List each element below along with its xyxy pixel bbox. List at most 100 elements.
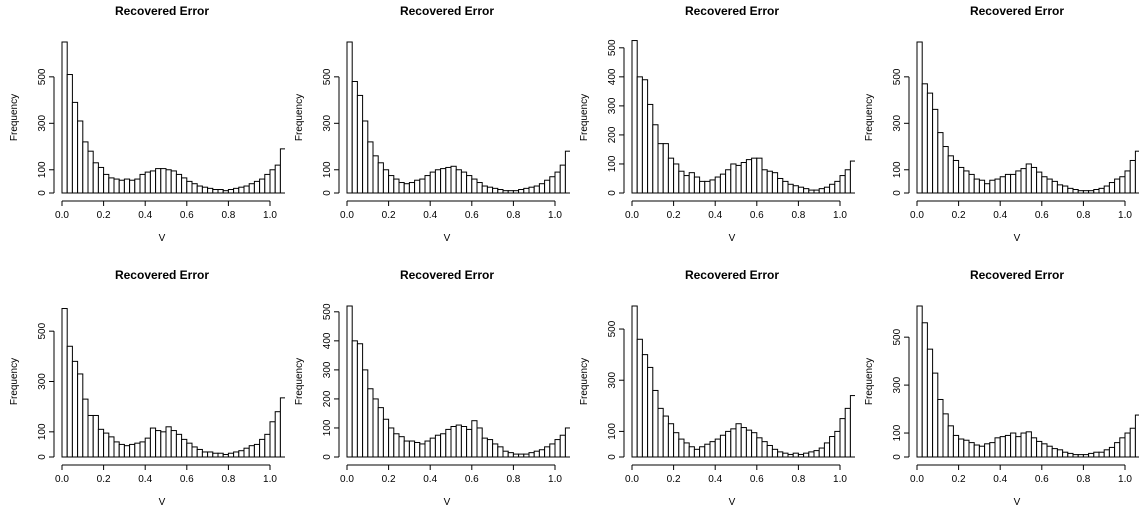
x-tick-label: 0.0 <box>55 210 69 221</box>
histogram-bar <box>201 186 209 194</box>
histogram-bar <box>544 446 551 458</box>
x-tick-label: 1.0 <box>1118 210 1132 221</box>
histogram-bar <box>362 120 369 194</box>
histogram-bar <box>1088 190 1095 194</box>
x-tick-label: 0.2 <box>382 210 396 221</box>
histogram-bar <box>735 423 742 458</box>
y-tick-label: 200 <box>322 390 333 407</box>
histogram-bar <box>170 170 177 194</box>
histogram-bar <box>761 441 768 458</box>
histogram-svg: Recovered Error 0.0 0.2 0.4 0.6 0.8 1.0 V 0 100 30… <box>294 4 570 244</box>
y-tick-label: 0 <box>37 454 48 460</box>
histogram-bar <box>129 179 136 194</box>
histogram-bar <box>978 179 986 194</box>
histogram-bar <box>419 443 426 458</box>
histogram-bar <box>714 438 721 458</box>
histogram-bar <box>393 433 400 458</box>
histogram-bar <box>414 441 421 458</box>
histogram-bar <box>999 176 1006 194</box>
x-tick-label: 0.0 <box>340 210 354 221</box>
histogram-bar <box>823 442 831 458</box>
y-axis-label: Frequency <box>579 358 590 405</box>
y-tick-label: 300 <box>37 115 48 132</box>
histogram-bar <box>631 40 638 194</box>
histogram-bar <box>382 169 390 194</box>
histogram-bar <box>528 186 535 194</box>
histogram-bar <box>92 414 99 458</box>
x-tick-label: 0.2 <box>667 210 681 221</box>
histogram-bar <box>139 441 146 458</box>
y-tick-label: 300 <box>322 361 333 378</box>
histogram-bar <box>66 74 73 194</box>
histogram-panel: Recovered Error 0.0 0.2 0.4 0.6 0.8 1.0 V 0 100 30… <box>0 264 285 528</box>
histogram-bar <box>942 413 949 458</box>
histogram-bar <box>1025 163 1032 194</box>
x-tick-label: 1.0 <box>548 474 562 485</box>
histogram-bar <box>492 443 499 458</box>
y-tick-label: 300 <box>322 115 333 132</box>
histogram-bar <box>1129 159 1136 194</box>
histogram-bar <box>92 162 99 194</box>
y-tick-label: 500 <box>37 322 48 339</box>
histogram-bar <box>1124 432 1131 458</box>
x-tick-label: 0.6 <box>465 210 479 221</box>
histogram-bar <box>269 421 276 458</box>
histogram-bar <box>108 436 115 458</box>
histogram-bar <box>673 163 680 194</box>
histogram-bar <box>1041 443 1048 458</box>
histogram-bar <box>688 172 695 194</box>
histogram-bar <box>1046 178 1053 194</box>
x-tick-label: 1.0 <box>548 210 562 221</box>
histogram-bar <box>538 183 546 194</box>
chart-title: Recovered Error <box>970 4 1064 18</box>
histogram-bar <box>844 407 851 458</box>
histogram-bar <box>984 443 991 458</box>
histogram-bar <box>829 183 836 194</box>
histogram-bar <box>1036 440 1043 458</box>
y-tick-label: 0 <box>892 190 903 196</box>
histogram-bar <box>1119 176 1126 194</box>
histogram-bar <box>735 164 742 194</box>
y-axis-label: Frequency <box>864 358 875 405</box>
histogram-svg: Recovered Error 0.0 0.2 0.4 0.6 0.8 1.0 V 0 100 20… <box>579 4 855 244</box>
histogram-bar <box>1030 166 1038 194</box>
histogram-bar <box>450 426 457 458</box>
x-tick-label: 0.6 <box>750 474 764 485</box>
histogram-bar <box>1004 173 1012 194</box>
histogram-bar <box>968 173 975 194</box>
histogram-bar <box>813 189 820 194</box>
histogram-bar <box>932 108 939 194</box>
histogram-bar <box>460 426 468 458</box>
histogram-bar <box>745 429 753 458</box>
histogram-bar <box>414 179 421 194</box>
histogram-bar <box>66 345 73 458</box>
histogram-bar <box>937 398 944 458</box>
histogram-bar <box>471 420 478 458</box>
histogram-bar <box>1108 182 1116 194</box>
histogram-bar <box>165 169 172 194</box>
histogram-bar <box>958 438 965 458</box>
histogram-bar <box>1056 184 1064 194</box>
histogram-bar <box>118 179 125 194</box>
histogram-bar <box>771 448 779 458</box>
histogram-bar <box>777 177 784 194</box>
y-tick-label: 400 <box>607 68 618 85</box>
histogram-bar <box>1103 185 1110 194</box>
histogram-bar <box>973 444 980 458</box>
histogram-bar <box>916 41 923 194</box>
y-tick-label: 300 <box>892 115 903 132</box>
histogram-bar <box>963 439 970 458</box>
histogram-bar <box>538 449 546 458</box>
histogram-bar <box>1067 452 1074 458</box>
histogram-bar <box>693 176 701 194</box>
histogram-bar <box>259 178 266 194</box>
x-axis-label: V <box>159 233 166 244</box>
x-axis-label: V <box>729 233 736 244</box>
histogram-bar <box>652 389 659 458</box>
histogram-bar <box>1051 448 1058 458</box>
histogram-bar <box>709 179 716 194</box>
chart-title: Recovered Error <box>400 4 494 18</box>
y-axis-label: Frequency <box>9 94 20 141</box>
histogram-bar <box>704 443 711 458</box>
histogram-svg: Recovered Error 0.0 0.2 0.4 0.6 0.8 1.0 V 0 100 30… <box>864 268 1139 508</box>
